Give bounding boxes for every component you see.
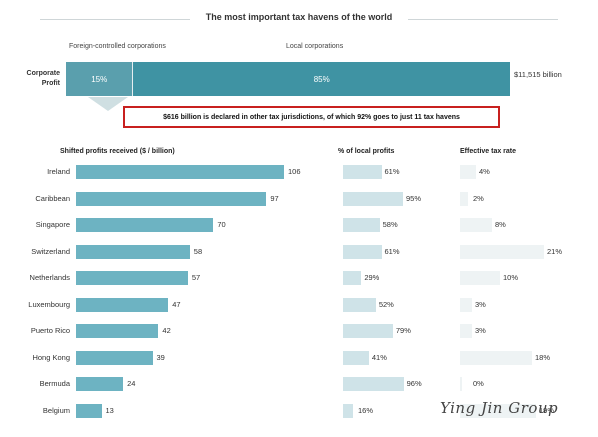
shifted-profit-bar bbox=[76, 165, 284, 179]
tax-rate-value: 21% bbox=[547, 246, 563, 256]
local-profit-value: 61% bbox=[384, 167, 400, 176]
tax-rate-bar bbox=[460, 271, 500, 285]
shifted-profit-bar bbox=[76, 297, 169, 312]
country-label: Belgium bbox=[42, 405, 70, 415]
shifted-profit-value: 70 bbox=[217, 220, 226, 229]
tax-rate-value: 10% bbox=[503, 273, 519, 282]
shifted-profit-bar bbox=[76, 244, 190, 259]
country-label: Ireland bbox=[47, 167, 70, 176]
tax-rate-bar bbox=[460, 244, 544, 259]
title-rule-right bbox=[408, 19, 558, 20]
foreign-segment-label: Foreign-controlled corporations bbox=[69, 43, 166, 50]
shifted-profit-bar bbox=[76, 403, 102, 418]
profit-pointer bbox=[88, 97, 128, 111]
country-label: Switzerland bbox=[31, 246, 70, 256]
local-profit-value: 58% bbox=[382, 220, 398, 229]
shifted-profit-value: 106 bbox=[288, 167, 301, 176]
shifted-profit-bar bbox=[76, 377, 124, 391]
tax-rate-bar bbox=[460, 403, 536, 418]
local-profit-bar bbox=[343, 324, 393, 338]
shifted-profit-bar bbox=[76, 271, 188, 285]
local-profit-value: 41% bbox=[371, 352, 387, 362]
local-profit-bar bbox=[343, 377, 404, 391]
tax-rate-value: 3% bbox=[475, 299, 486, 309]
corporate-profit-bar: 15% 85% bbox=[66, 62, 510, 96]
country-label: Singapore bbox=[35, 220, 70, 229]
local-profit-bar bbox=[343, 191, 403, 206]
tax-rate-value: 3% bbox=[475, 326, 486, 335]
title-rule-left bbox=[40, 19, 190, 20]
local-profit-bar bbox=[343, 165, 382, 179]
country-label: Puerto Rico bbox=[30, 326, 70, 335]
local-profit-bar bbox=[343, 218, 380, 232]
local-profit-bar bbox=[343, 403, 354, 418]
local-profit-bar bbox=[343, 297, 376, 312]
shifted-profit-value: 13 bbox=[105, 405, 114, 415]
shifted-profit-value: 39 bbox=[156, 352, 165, 362]
local-profit-bar bbox=[343, 244, 382, 259]
country-label: Bermuda bbox=[39, 379, 70, 388]
tax-rate-bar bbox=[460, 297, 472, 312]
local-profits-header: % of local profits bbox=[338, 148, 395, 155]
tax-rate-value: 19% bbox=[539, 405, 555, 415]
tax-rate-bar bbox=[460, 165, 476, 179]
local-profit-value: 79% bbox=[395, 326, 411, 335]
shifted-profit-value: 58 bbox=[193, 246, 203, 256]
callout-box: $616 billion is declared in other tax ju… bbox=[123, 106, 500, 128]
tax-rate-bar bbox=[460, 377, 462, 391]
tax-rate-bar bbox=[460, 324, 472, 338]
tax-rate-value: 18% bbox=[535, 352, 551, 362]
tax-rate-value: 0% bbox=[473, 379, 484, 388]
local-segment-label: Local corporations bbox=[286, 43, 344, 50]
tax-rate-value: 8% bbox=[495, 220, 506, 229]
shifted-profit-value: 42 bbox=[162, 326, 171, 335]
shifted-profit-bar bbox=[76, 218, 214, 232]
local-profit-bar bbox=[343, 271, 362, 285]
tax-rate-value: 4% bbox=[479, 167, 490, 176]
shifted-profit-value: 47 bbox=[172, 299, 181, 309]
shifted-profit-bar bbox=[76, 191, 267, 206]
country-label: Caribbean bbox=[35, 193, 70, 203]
tax-rate-value: 2% bbox=[473, 193, 484, 203]
local-profit-bar bbox=[343, 350, 369, 365]
local-segment: 85% bbox=[132, 62, 510, 96]
shifted-profit-bar bbox=[76, 324, 159, 338]
shifted-profits-header: Shifted profits received ($ / billion) bbox=[60, 148, 175, 155]
local-profit-value: 61% bbox=[384, 246, 400, 256]
tax-rate-bar bbox=[460, 218, 492, 232]
total-profit-value: $11,515 billion bbox=[514, 70, 562, 79]
country-label: Netherlands bbox=[29, 273, 70, 282]
shifted-profit-value: 24 bbox=[127, 379, 136, 388]
country-label: Luxembourg bbox=[28, 299, 70, 309]
local-profit-value: 96% bbox=[406, 379, 422, 388]
country-label: Hong Kong bbox=[32, 352, 70, 362]
shifted-profit-bar bbox=[76, 350, 153, 365]
local-profit-value: 95% bbox=[406, 193, 422, 203]
corporate-profit-label: Corporate Profit bbox=[26, 70, 60, 87]
local-profit-value: 29% bbox=[364, 273, 380, 282]
shifted-profit-value: 57 bbox=[191, 273, 201, 282]
local-profit-value: 16% bbox=[358, 405, 374, 415]
tax-rate-bar bbox=[460, 191, 468, 206]
local-profit-value: 52% bbox=[378, 299, 394, 309]
tax-rate-header: Effective tax rate bbox=[460, 148, 517, 155]
foreign-segment: 15% bbox=[66, 62, 133, 96]
watermark: Ying Jin Group bbox=[440, 399, 559, 417]
tax-rate-bar bbox=[460, 350, 532, 365]
shifted-profit-value: 97 bbox=[270, 193, 279, 203]
chart-title: The most important tax havens of the wor… bbox=[205, 12, 393, 22]
